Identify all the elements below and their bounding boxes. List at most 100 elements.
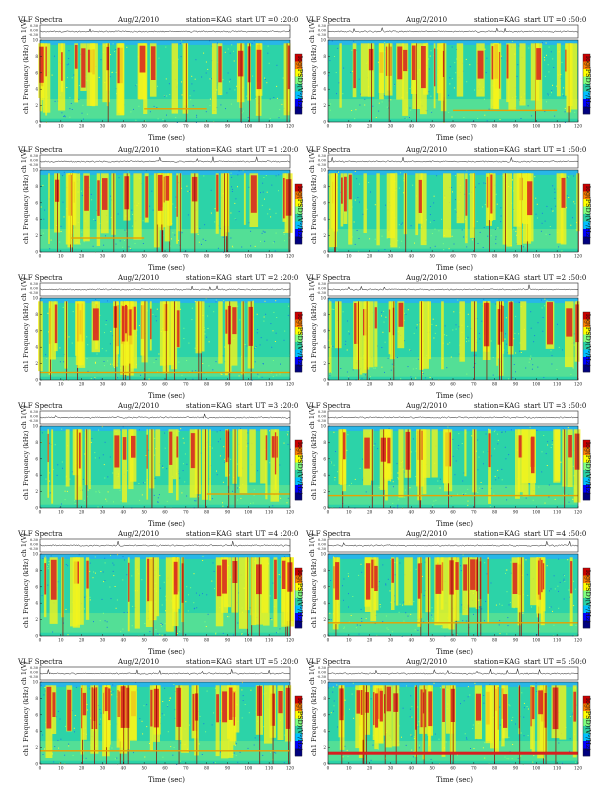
voltage-trace [39, 412, 291, 419]
trace-tick-label: -0.30 [317, 163, 327, 167]
trace-tick-label: 0.00 [30, 159, 39, 163]
x-tick-label: 20 [79, 124, 85, 129]
colorbar-segment [295, 462, 302, 471]
x-tick-label: 30 [100, 254, 106, 259]
colorbar-segment [295, 184, 302, 192]
y-tick-label: 10 [321, 680, 327, 685]
y-tick-label: 10 [321, 296, 327, 301]
y-tick-label: 4 [35, 217, 38, 222]
x-tick-label: 10 [346, 766, 352, 771]
x-tick-label: 10 [58, 382, 64, 387]
colorbar-segment [583, 492, 590, 501]
spectrogram-panel: 0.30 0.00 -0.30 0 2 4 6 8 10 0 10 20 30 40 50 60 70 80 90 1… [296, 144, 596, 272]
colorbar-segment [295, 229, 302, 237]
trace-tick-label: 0.30 [30, 410, 39, 414]
colorbar-segment [295, 620, 302, 629]
colorbar-segment [583, 470, 590, 478]
y-tick-label: 10 [321, 38, 327, 43]
y-tick-label: 0 [323, 378, 326, 383]
colorbar-segment [583, 342, 590, 350]
x-tick-label: 30 [100, 510, 106, 515]
y-tick-label: 4 [323, 473, 326, 478]
y-tick-label: 8 [323, 568, 326, 573]
x-tick-label: 60 [162, 766, 168, 771]
x-axis-label: Time (sec) [148, 134, 186, 142]
trace-axis-label: ch 1(V) [20, 533, 28, 557]
panel-station: station=KAG [186, 530, 232, 538]
x-tick-label: 70 [471, 124, 477, 129]
voltage-trace [39, 284, 290, 291]
x-tick-label: 80 [492, 510, 498, 515]
colorbar-label: log(PSD)(V²/Hz) [584, 314, 592, 367]
x-axis-label: Time (sec) [148, 264, 186, 272]
low-frequency-band [328, 485, 578, 505]
colorbar-segment [583, 620, 590, 629]
colorbar-segment [295, 327, 302, 335]
trace-tick-label: -0.30 [29, 675, 39, 679]
x-tick-label: 20 [79, 254, 85, 259]
y-tick-label: 8 [323, 440, 326, 445]
trace-axis-label: ch 1(V) [20, 661, 28, 685]
high-frequency-band [40, 426, 290, 431]
colorbar-segment [295, 733, 302, 742]
panel-start-ut: start UT =0 :50:0 [524, 16, 587, 24]
colorbar-segment [583, 583, 590, 591]
x-tick-label: 120 [574, 638, 582, 643]
trace-axis-label: ch 1(V) [20, 405, 28, 429]
spectrogram-panel: 0.30 0.00 -0.30 0 2 4 6 8 10 0 10 20 30 40 50 60 70 80 90 1… [8, 14, 308, 142]
y-tick-label: 0 [323, 634, 326, 639]
y-tick-label: 4 [323, 601, 326, 606]
colorbar-frame [294, 695, 303, 757]
x-tick-label: 90 [513, 382, 519, 387]
frequency-axis-label: ch1 Frequency (kHz) [310, 430, 318, 500]
colorbar-segment [583, 106, 590, 115]
colorbar-segment [295, 206, 302, 215]
y-tick-label: 6 [35, 70, 38, 75]
colorbar-segment [295, 470, 302, 478]
colorbar-segment [583, 236, 590, 245]
colorbar-segment [583, 726, 590, 734]
x-tick-label: 90 [513, 638, 519, 643]
colorbar-label: log(PSD)(V²/Hz) [584, 56, 592, 109]
spectrogram-panel: 0.30 0.00 -0.30 0 2 4 6 8 10 0 10 20 30 40 50 60 70 80 90 1… [8, 528, 308, 656]
spectrogram-panel: 0.30 0.00 -0.30 0 2 4 6 8 10 0 10 20 30 40 50 60 70 80 90 1… [296, 14, 596, 142]
x-tick-label: 60 [450, 124, 456, 129]
y-tick-label: 6 [323, 70, 326, 75]
voltage-trace [39, 28, 291, 33]
sferic-bursts [338, 685, 577, 764]
trace-tick-label: -0.30 [29, 419, 39, 423]
x-tick-label: 90 [513, 124, 519, 129]
x-tick-label: 40 [409, 254, 415, 259]
trace-tick-label: 0.00 [30, 287, 39, 291]
colorbar-segment [583, 598, 590, 606]
x-tick-label: 0 [327, 766, 330, 771]
x-tick-label: 110 [553, 766, 561, 771]
x-tick-label: 40 [121, 638, 127, 643]
x-tick-label: 70 [183, 382, 189, 387]
panel-start-ut: start UT =3 :20:0 [236, 402, 299, 410]
x-axis-label: Time (sec) [436, 520, 474, 528]
x-tick-label: 120 [286, 766, 294, 771]
x-tick-label: 30 [388, 382, 394, 387]
voltage-trace [327, 26, 579, 33]
x-tick-label: 50 [429, 124, 435, 129]
colorbar-segment [295, 598, 302, 606]
frequency-axis-label: ch1 Frequency (kHz) [310, 44, 318, 114]
y-tick-label: 0 [35, 506, 38, 511]
x-axis-label: Time (sec) [436, 648, 474, 656]
spectrogram-panel: 0.30 0.00 -0.30 0 2 4 6 8 10 0 10 20 30 40 50 60 70 80 90 1… [296, 528, 596, 656]
colorbar-segment [295, 54, 302, 62]
y-tick-label: 6 [323, 456, 326, 461]
high-frequency-band [328, 554, 578, 559]
y-tick-label: 0 [35, 634, 38, 639]
voltage-trace [39, 156, 291, 163]
panel-station: station=KAG [474, 16, 520, 24]
colorbar-segment [295, 91, 302, 100]
x-tick-label: 20 [79, 510, 85, 515]
frequency-axis-label: ch1 Frequency (kHz) [310, 302, 318, 372]
spectrogram-panel: 0.30 0.00 -0.30 0 2 4 6 8 10 0 10 20 30 40 50 60 70 80 90 1… [296, 656, 596, 784]
x-tick-label: 80 [204, 638, 210, 643]
x-tick-label: 40 [409, 382, 415, 387]
x-tick-label: 40 [121, 254, 127, 259]
